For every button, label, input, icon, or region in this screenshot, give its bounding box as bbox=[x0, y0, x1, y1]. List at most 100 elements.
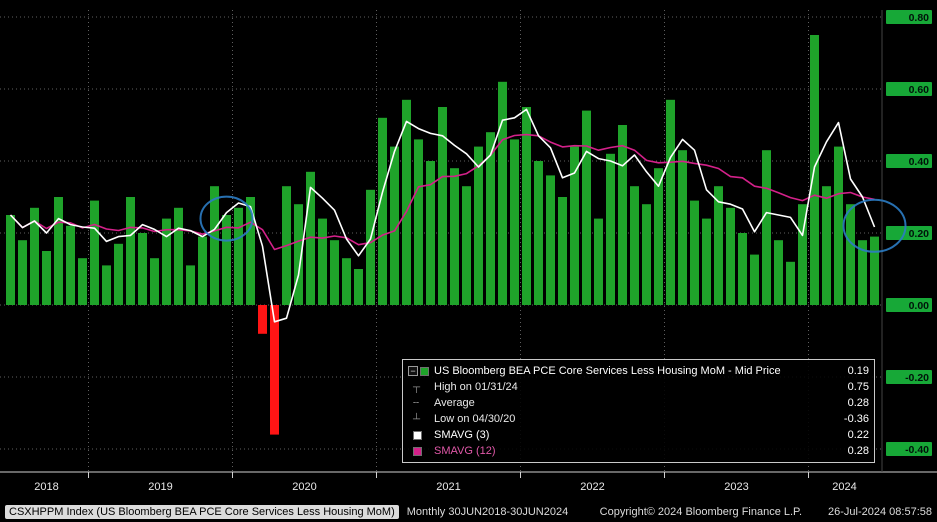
bar[interactable] bbox=[414, 139, 423, 305]
security-ticker-label[interactable]: CSXHPPM Index (US Bloomberg BEA PCE Core… bbox=[5, 504, 399, 519]
bar[interactable] bbox=[210, 186, 219, 305]
x-axis-year-label[interactable]: 2019 bbox=[148, 481, 172, 493]
bar[interactable] bbox=[6, 215, 15, 305]
bar[interactable] bbox=[678, 150, 687, 305]
bar[interactable] bbox=[498, 81, 507, 305]
bar[interactable] bbox=[798, 204, 807, 305]
bar[interactable] bbox=[642, 204, 651, 305]
bar[interactable] bbox=[138, 233, 147, 305]
bar[interactable] bbox=[294, 204, 303, 305]
x-axis-year-label[interactable]: 2022 bbox=[580, 481, 604, 493]
bar[interactable] bbox=[690, 200, 699, 305]
smavg3-swatch-icon bbox=[413, 430, 422, 440]
bar[interactable] bbox=[834, 146, 843, 305]
bar[interactable] bbox=[330, 240, 339, 305]
bar[interactable] bbox=[426, 161, 435, 305]
legend-row[interactable]: − US Bloomberg BEA PCE Core Services Less… bbox=[408, 363, 869, 379]
legend-row[interactable]: SMAVG (3) 0.22 bbox=[408, 427, 869, 443]
bar[interactable] bbox=[198, 236, 207, 305]
bar[interactable] bbox=[30, 207, 39, 305]
legend-row[interactable]: SMAVG (12) 0.28 bbox=[408, 443, 869, 459]
bar[interactable] bbox=[522, 107, 531, 305]
bar[interactable] bbox=[354, 269, 363, 305]
bar[interactable] bbox=[162, 218, 171, 305]
bar[interactable] bbox=[774, 240, 783, 305]
bar[interactable] bbox=[66, 225, 75, 305]
bar[interactable] bbox=[570, 146, 579, 305]
bar[interactable] bbox=[306, 171, 315, 305]
bar[interactable] bbox=[666, 99, 675, 305]
bar[interactable] bbox=[582, 110, 591, 305]
y-axis-tick-label: 0.00 bbox=[909, 300, 930, 312]
bar[interactable] bbox=[750, 254, 759, 305]
bar[interactable] bbox=[102, 265, 111, 305]
bar[interactable] bbox=[270, 305, 279, 435]
price-chart-canvas[interactable]: 2018 2019 2020 2021 2022 2023 2024 0.80 0.60 0.40… bbox=[0, 0, 937, 501]
bar[interactable] bbox=[846, 204, 855, 305]
x-axis-year-label[interactable]: 2021 bbox=[436, 481, 460, 493]
x-axis-year-label[interactable]: 2023 bbox=[724, 481, 748, 493]
bar[interactable] bbox=[474, 146, 483, 305]
legend-value: 0.19 bbox=[847, 365, 869, 377]
legend-row[interactable]: ┬ High on 01/31/24 0.75 bbox=[408, 379, 869, 395]
y-axis-tick-box bbox=[886, 226, 932, 240]
bar[interactable] bbox=[462, 186, 471, 305]
bar[interactable] bbox=[222, 215, 231, 305]
bar[interactable] bbox=[786, 261, 795, 305]
bar[interactable] bbox=[390, 146, 399, 305]
bar[interactable] bbox=[90, 200, 99, 305]
bar[interactable] bbox=[738, 233, 747, 305]
bar[interactable] bbox=[558, 197, 567, 305]
bar[interactable] bbox=[630, 186, 639, 305]
bar[interactable] bbox=[234, 207, 243, 305]
bar[interactable] bbox=[246, 197, 255, 305]
bar[interactable] bbox=[258, 305, 267, 334]
bar[interactable] bbox=[714, 186, 723, 305]
smavg3-line[interactable] bbox=[9, 108, 876, 323]
bar[interactable] bbox=[54, 197, 63, 305]
bar[interactable] bbox=[618, 125, 627, 305]
bar[interactable] bbox=[318, 218, 327, 305]
x-axis-year-label[interactable]: 2024 bbox=[832, 481, 856, 493]
bar[interactable] bbox=[870, 236, 879, 305]
bar[interactable] bbox=[438, 107, 447, 305]
bar[interactable] bbox=[174, 207, 183, 305]
x-axis-year-label[interactable]: 2018 bbox=[34, 481, 58, 493]
bar[interactable] bbox=[402, 99, 411, 305]
bar[interactable] bbox=[450, 168, 459, 305]
legend-label: Average bbox=[434, 397, 475, 409]
bar[interactable] bbox=[654, 168, 663, 305]
bar[interactable] bbox=[702, 218, 711, 305]
bar[interactable] bbox=[546, 175, 555, 305]
bar[interactable] bbox=[378, 117, 387, 305]
y-axis-tick-box bbox=[886, 442, 932, 456]
bar[interactable] bbox=[822, 186, 831, 305]
legend-label: Low on 04/30/20 bbox=[434, 413, 516, 425]
smavg12-swatch-icon bbox=[413, 446, 422, 456]
legend-row[interactable]: ╌ Average 0.28 bbox=[408, 395, 869, 411]
smavg12-line[interactable] bbox=[9, 133, 875, 251]
bar[interactable] bbox=[594, 218, 603, 305]
y-axis-tick-label: 0.40 bbox=[909, 156, 930, 168]
bar[interactable] bbox=[534, 161, 543, 305]
bar[interactable] bbox=[510, 139, 519, 305]
legend-collapse-icon[interactable]: − bbox=[408, 366, 418, 376]
bar[interactable] bbox=[114, 243, 123, 305]
bar[interactable] bbox=[858, 240, 867, 305]
bar[interactable] bbox=[126, 197, 135, 305]
bar[interactable] bbox=[726, 207, 735, 305]
bar[interactable] bbox=[762, 150, 771, 305]
bar[interactable] bbox=[150, 258, 159, 305]
bar[interactable] bbox=[78, 258, 87, 305]
bar[interactable] bbox=[486, 132, 495, 305]
y-axis-tick-label: 0.60 bbox=[909, 84, 930, 96]
bar[interactable] bbox=[366, 189, 375, 305]
bar[interactable] bbox=[18, 240, 27, 305]
bar[interactable] bbox=[606, 153, 615, 305]
bar[interactable] bbox=[42, 251, 51, 305]
bar[interactable] bbox=[186, 265, 195, 305]
legend-row[interactable]: ┴ Low on 04/30/20 -0.36 bbox=[408, 411, 869, 427]
copyright-label: Copyright© 2024 Bloomberg Finance L.P. bbox=[599, 505, 803, 518]
bar[interactable] bbox=[342, 258, 351, 305]
x-axis-year-label[interactable]: 2020 bbox=[292, 481, 316, 493]
